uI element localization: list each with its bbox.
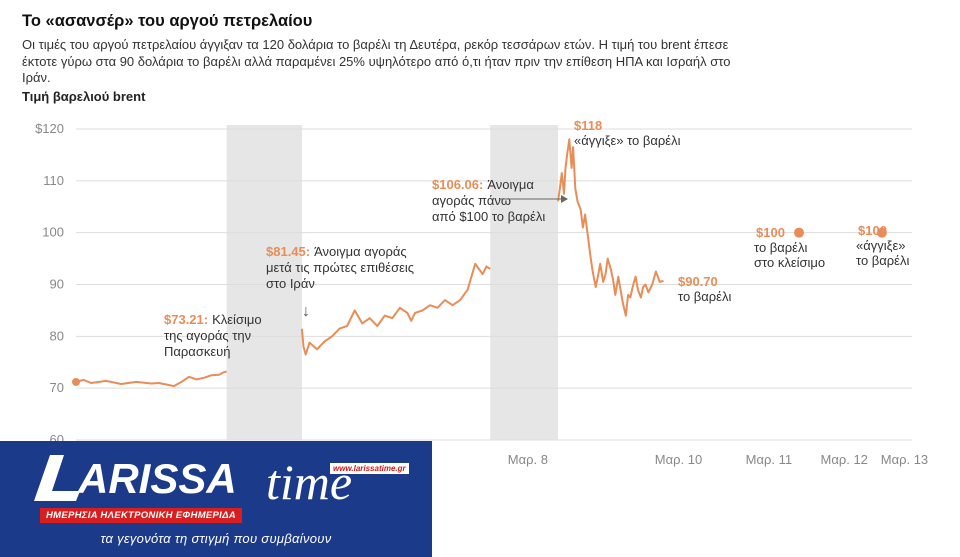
gridlines <box>76 128 912 441</box>
x-tick-label: Μαρ. 8 <box>508 452 548 467</box>
annotation-value: $90.70 <box>678 274 718 289</box>
annotation-line: Παρασκευή <box>164 344 230 359</box>
closed-market-band <box>490 125 559 440</box>
annotation-value: $118 <box>574 118 602 133</box>
annotation-line: αγοράς πάνω <box>432 193 511 208</box>
future-point <box>876 227 887 238</box>
y-tick-label: $120 <box>35 121 64 136</box>
annotation-line: «άγγιξε» το βαρέλι <box>574 133 681 148</box>
x-tick-label: Μαρ. 10 <box>655 452 702 467</box>
annotation-text: Άνοιγμα αγοράς <box>314 244 407 259</box>
larissatime-logo: ARISSA time www.larissatime.gr ΗΜΕΡΗΣΙΑ … <box>0 441 432 557</box>
y-tick-label: 80 <box>50 328 64 343</box>
y-axis-label: Τιμή βαρελιού brent <box>22 89 146 104</box>
chart-subtitle: Οι τιμές του αργού πετρελαίου άγγιξαν τα… <box>22 37 731 85</box>
y-tick-label: 110 <box>43 173 64 188</box>
future-points <box>794 227 887 238</box>
annotation-line: $106.06: Άνοιγμα <box>432 177 534 192</box>
annotation-line: από $100 το βαρέλι <box>432 209 545 224</box>
x-tick-label: Μαρ. 11 <box>746 452 792 467</box>
annotation-value: $73.21: <box>164 312 208 327</box>
annotation-line: $81.45: Άνοιγμα αγοράς <box>266 244 407 259</box>
annotation-line: «άγγιξε» <box>856 238 905 253</box>
series-line <box>300 262 491 356</box>
annotation-value: $100 <box>756 225 785 240</box>
logo-tagline: τα γεγονότα τη στιγμή που συμβαίνουν <box>100 531 332 546</box>
series-group <box>72 138 664 388</box>
annotation-value: $100 <box>858 223 887 238</box>
annotation-text: Άνοιγμα <box>487 177 534 192</box>
chart-title: Το «ασανσέρ» του αργού πετρελαίου <box>22 12 313 30</box>
annotation-line: στο κλείσιμο <box>754 255 825 270</box>
svg-text:time: time <box>266 454 352 505</box>
annotation-line: μετά τις πρώτες επιθέσεις <box>266 260 414 275</box>
series-line <box>557 138 664 317</box>
annotation: $118«άγγιξε» το βαρέλι <box>574 118 681 148</box>
logo-strip: ΗΜΕΡΗΣΙΑ ΗΛΕΚΤΡΟΝΙΚΗ ΕΦΗΜΕΡΙΔΑ <box>40 508 242 523</box>
annotation-line: $73.21: Κλείσιμο <box>164 312 262 327</box>
annotation-value: $81.45: <box>266 244 310 259</box>
y-tick-label: 100 <box>42 225 64 240</box>
arrow-right-icon <box>561 195 568 203</box>
future-point <box>794 227 805 238</box>
logo-wordmark: ARISSA time <box>34 454 352 505</box>
logo-url: www.larissatime.gr <box>330 463 409 474</box>
annotation-line: στο Ιράν <box>266 276 315 291</box>
series-start-point <box>72 377 80 386</box>
annotation-line: της αγοράς την <box>164 328 251 343</box>
annotation-value: $106.06: <box>432 177 483 192</box>
annotation-line: το βαρέλι <box>754 240 807 255</box>
annotation-line: το βαρέλι <box>856 253 909 268</box>
x-tick-label: Μαρ. 13 <box>881 452 928 467</box>
annotation-text: Κλείσιμο <box>212 312 262 327</box>
series-line <box>75 370 227 388</box>
closed-market-band <box>226 125 302 440</box>
closed-market-bands <box>226 125 559 440</box>
annotation: $100«άγγιξε»το βαρέλι <box>856 223 909 268</box>
x-tick-label: Μαρ. 12 <box>820 452 867 467</box>
y-tick-label: 70 <box>50 380 64 395</box>
y-tick-label: 90 <box>50 277 64 292</box>
down-arrow-icon: ↓ <box>302 303 310 320</box>
svg-text:ARISSA: ARISSA <box>77 455 237 502</box>
annotation-line: το βαρέλι <box>678 289 731 304</box>
